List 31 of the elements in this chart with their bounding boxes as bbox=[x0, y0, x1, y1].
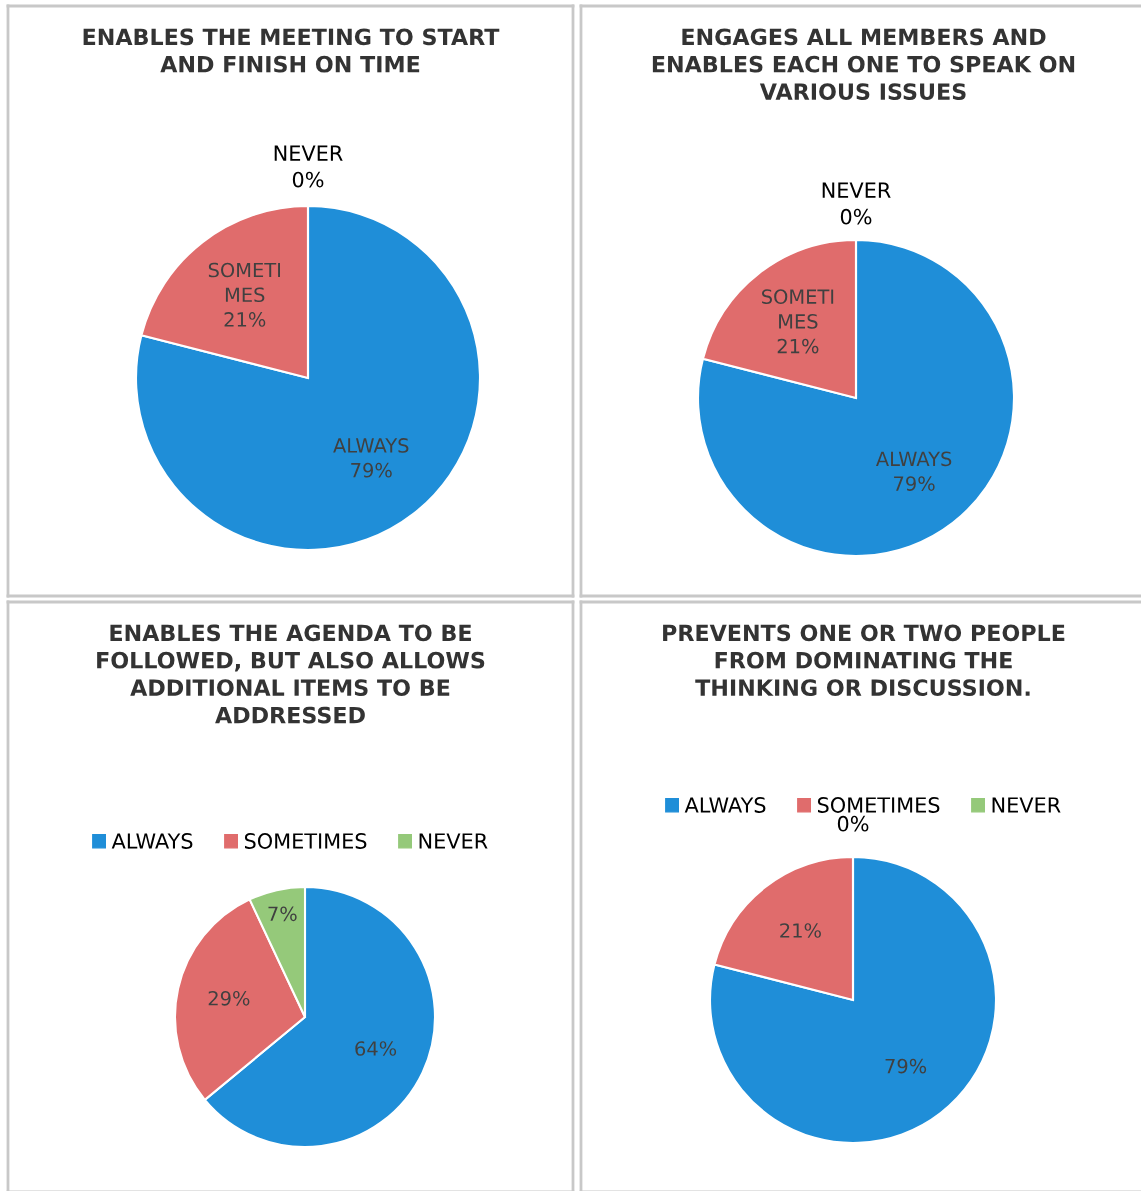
text: 0% bbox=[292, 171, 324, 188]
legend-label: ALWAYS bbox=[111, 833, 193, 849]
data-label: 79% bbox=[351, 462, 392, 478]
chart-title: ENABLES THE AGENDA TO BE FOLLOWED, BUT ALSO ALLOWS ADDITIONAL ITEMS TO BE ADDRESSED bbox=[97, 624, 485, 724]
data-label: 21% bbox=[780, 923, 821, 938]
legend-label: ALWAYS bbox=[684, 797, 766, 813]
slice-label: ALWAYS bbox=[333, 438, 409, 453]
text: 0% bbox=[840, 208, 872, 225]
data-label: 64% bbox=[355, 1041, 397, 1056]
pie-slice bbox=[708, 855, 998, 1145]
legend-label: SOMETIMES bbox=[244, 833, 367, 849]
data-label: 21% bbox=[224, 312, 266, 327]
pie-slice bbox=[696, 238, 1016, 558]
data-label: 7% bbox=[268, 906, 297, 922]
legend-label: NEVER bbox=[419, 833, 488, 849]
chart-title: ENGAGES ALL MEMBERS AND ENABLES EACH ONE TO SPEAK ON VARIOUS ISSUES bbox=[652, 28, 1075, 101]
data-label: 21% bbox=[777, 338, 819, 354]
text: 0% bbox=[837, 815, 869, 832]
category-label: NEVER bbox=[274, 145, 343, 161]
slice-label: SOMETI MES bbox=[762, 289, 834, 329]
data-label: 79% bbox=[885, 1058, 927, 1074]
data-label: 29% bbox=[208, 990, 250, 1006]
category-label: NEVER bbox=[822, 182, 891, 198]
legend-label: NEVER bbox=[992, 797, 1061, 813]
chart-title: ENABLES THE MEETING TO START AND FINISH ON TIME bbox=[83, 28, 500, 73]
slice-label: ALWAYS bbox=[875, 451, 952, 467]
legend-label: SOMETIMES bbox=[817, 797, 940, 813]
data-label: 79% bbox=[894, 476, 935, 491]
pie-slice bbox=[134, 204, 482, 552]
chart-title: PREVENTS ONE OR TWO PEOPLE FROM DOMINATING THE THINKING OR DISCUSSION. bbox=[663, 624, 1065, 697]
slice-label: SOMETI MES bbox=[208, 262, 280, 303]
